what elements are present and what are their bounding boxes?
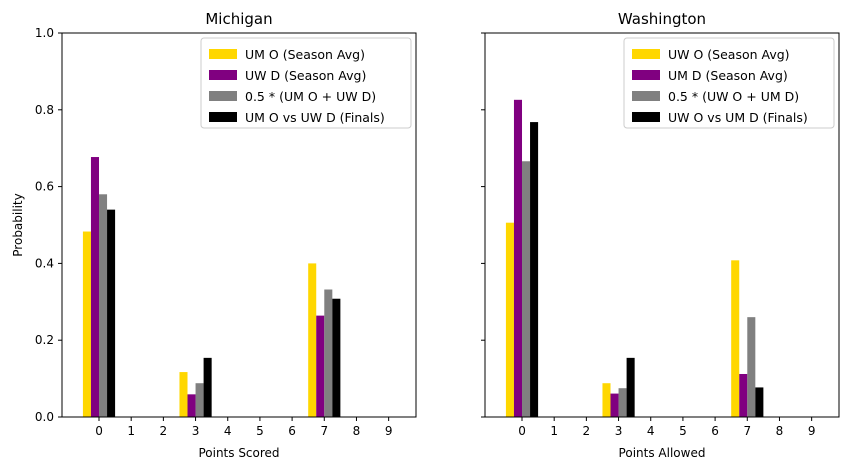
bar-0-0-2	[308, 263, 317, 417]
legend-label-0-1: UW D (Season Avg)	[245, 68, 366, 83]
x-tick-label-1-2: 2	[583, 424, 591, 438]
legend-swatch-1-3	[632, 112, 660, 122]
x-tick-label-0-9: 9	[385, 424, 393, 438]
y-tick-label-0-2: 0.4	[35, 256, 54, 270]
x-tick-label-1-4: 4	[647, 424, 655, 438]
x-tick-label-0-7: 7	[320, 424, 328, 438]
bar-0-1-1	[187, 394, 196, 417]
bar-1-2-1	[618, 388, 627, 417]
legend-label-1-2: 0.5 * (UW O + UM D)	[668, 89, 799, 104]
x-axis-label-0: Points Scored	[198, 446, 279, 460]
bar-0-1-2	[316, 315, 325, 417]
x-tick-label-1-6: 6	[711, 424, 719, 438]
bar-1-1-2	[739, 373, 748, 417]
bar-0-2-1	[195, 383, 204, 417]
bar-1-0-1	[602, 383, 611, 417]
plot-title-1: Washington	[618, 10, 706, 28]
y-tick-label-0-3: 0.6	[35, 180, 54, 194]
x-tick-label-0-6: 6	[288, 424, 296, 438]
y-tick-label-0-4: 0.8	[35, 103, 54, 117]
x-axis-label-1: Points Allowed	[619, 446, 706, 460]
y-axis-label-0: Probability	[11, 193, 25, 256]
panel-0: 0 1 2 3 4 5 6 7 8 9 0.0 0.2 0.4 0.6 0.8 1.0 Michigan Poin…	[11, 10, 417, 460]
legend-label-0-2: 0.5 * (UM O + UW D)	[245, 89, 376, 104]
bar-0-0-1	[179, 372, 188, 417]
legend-label-1-1: UM D (Season Avg)	[668, 68, 788, 83]
bar-1-0-0	[505, 222, 514, 417]
y-tick-label-0-0: 0.0	[35, 410, 54, 424]
legend-0	[200, 37, 412, 129]
bar-0-3-2	[332, 298, 341, 417]
legend-swatch-0-0	[209, 49, 237, 59]
legend-label-0-3: UM O vs UW D (Finals)	[245, 110, 385, 125]
bar-0-3-0	[107, 209, 116, 417]
bar-0-0-0	[82, 231, 91, 417]
x-tick-label-1-5: 5	[679, 424, 687, 438]
legend-swatch-1-2	[632, 91, 660, 101]
x-tick-label-1-0: 0	[518, 424, 526, 438]
bar-1-3-0	[530, 122, 539, 417]
legend-swatch-0-2	[209, 91, 237, 101]
bar-0-2-0	[99, 194, 108, 417]
x-tick-label-1-9: 9	[808, 424, 816, 438]
x-tick-label-1-1: 1	[550, 424, 558, 438]
x-tick-label-0-2: 2	[160, 424, 168, 438]
x-tick-label-0-1: 1	[127, 424, 135, 438]
bar-1-3-1	[626, 357, 635, 417]
bar-1-2-0	[522, 161, 531, 417]
bar-1-0-2	[731, 260, 740, 417]
bar-0-2-2	[324, 289, 333, 417]
bar-1-1-1	[610, 393, 619, 417]
legend-1	[623, 37, 835, 129]
x-tick-label-0-3: 3	[192, 424, 200, 438]
legend-swatch-0-1	[209, 70, 237, 80]
bar-1-1-0	[513, 99, 523, 417]
x-tick-label-1-8: 8	[776, 424, 784, 438]
legend-swatch-1-0	[632, 49, 660, 59]
panel-1: 0 1 2 3 4 5 6 7 8 9 Washington Points Allowed UW O (…	[481, 10, 840, 460]
legend-label-1-3: UW O vs UM D (Finals)	[668, 110, 808, 125]
legend-swatch-1-1	[632, 70, 660, 80]
y-tick-label-0-5: 1.0	[35, 26, 54, 40]
x-tick-label-0-5: 5	[256, 424, 264, 438]
axes-frame-1	[484, 32, 840, 418]
legend-swatch-0-3	[209, 112, 237, 122]
legend-label-0-0: UM O (Season Avg)	[245, 47, 365, 62]
x-tick-label-1-7: 7	[743, 424, 751, 438]
x-tick-label-0-0: 0	[95, 424, 103, 438]
axes-frame-0	[61, 32, 417, 418]
x-tick-label-1-3: 3	[615, 424, 623, 438]
legend-label-1-0: UW O (Season Avg)	[668, 47, 790, 62]
x-tick-label-0-8: 8	[353, 424, 361, 438]
plot-title-0: Michigan	[205, 10, 272, 28]
bar-1-2-2	[747, 317, 756, 417]
bar-0-3-1	[203, 357, 212, 417]
bar-0-1-0	[90, 157, 100, 417]
x-tick-label-0-4: 4	[224, 424, 232, 438]
y-tick-label-0-1: 0.2	[35, 333, 54, 347]
bar-1-3-2	[755, 387, 764, 417]
